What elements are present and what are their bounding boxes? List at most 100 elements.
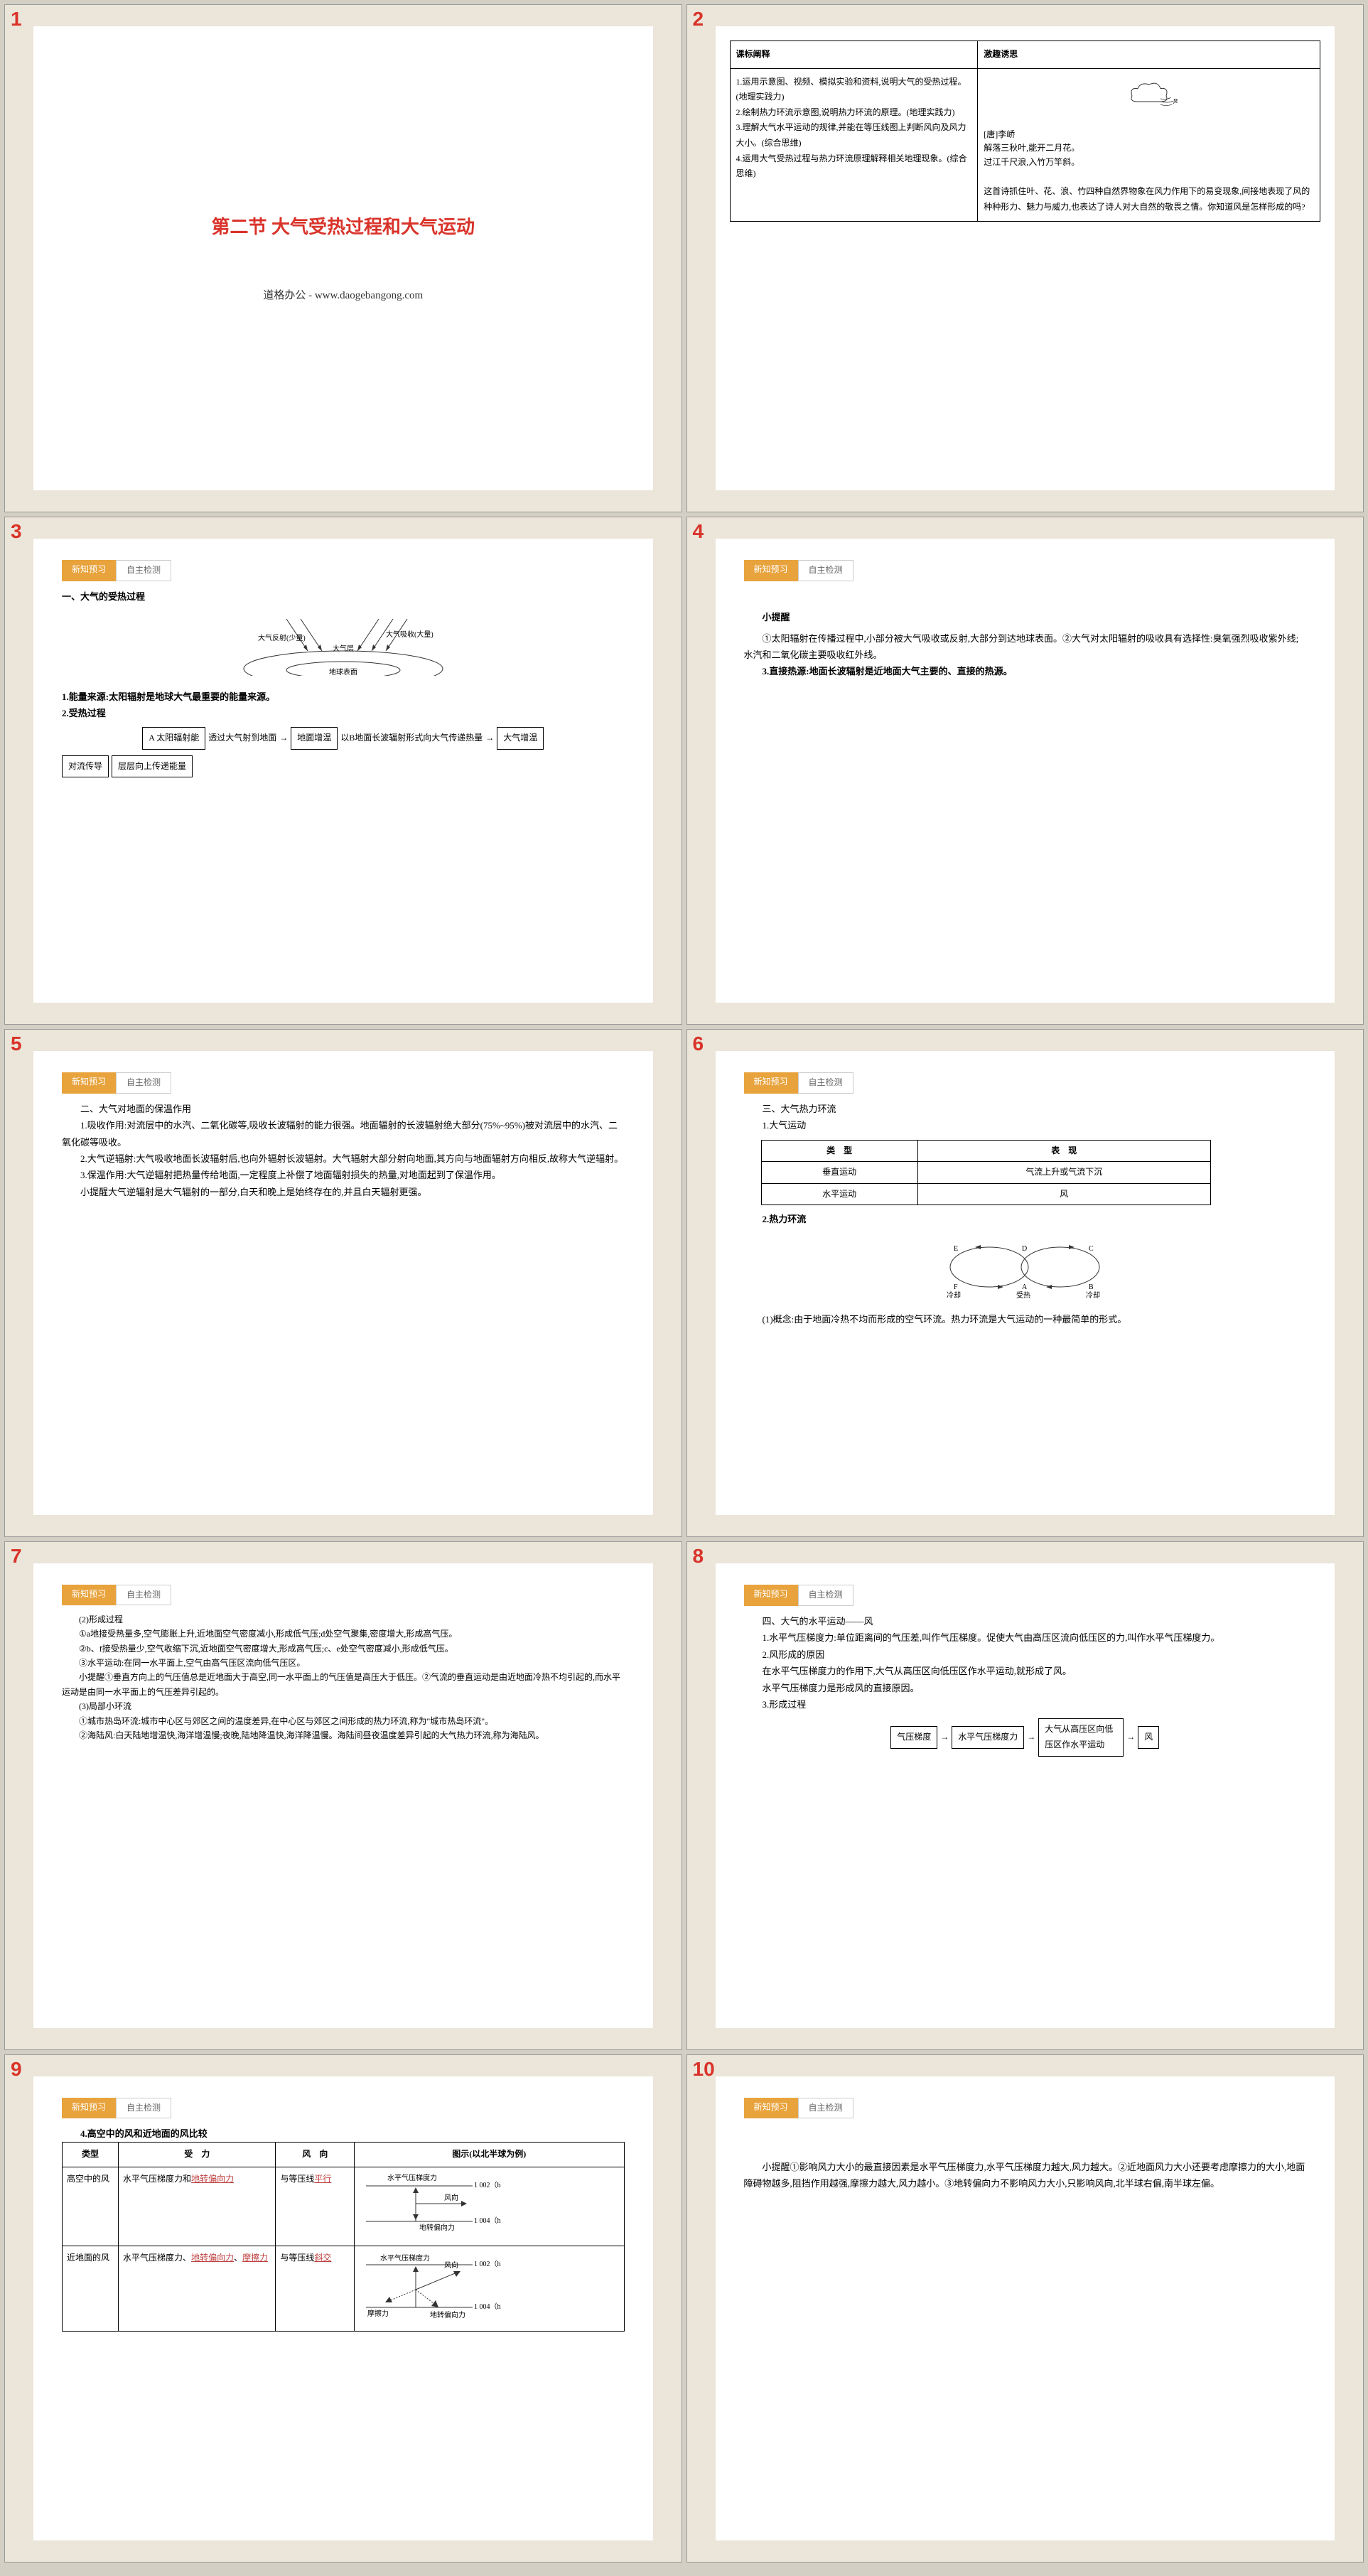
tab-selftest[interactable]: 自主检测 bbox=[116, 560, 171, 581]
arrow-icon: → bbox=[940, 1730, 949, 1745]
pressure-label: 1 004（hPa） bbox=[474, 2216, 501, 2225]
section-title: 一、大气的受热过程 bbox=[62, 588, 625, 605]
slide-number: 1 bbox=[11, 8, 22, 31]
tab-row: 新知预习 自主检测 bbox=[744, 560, 1307, 581]
tab-selftest[interactable]: 自主检测 bbox=[798, 2098, 853, 2119]
flow-node: 对流传导 bbox=[62, 755, 109, 778]
tip-content: ①太阳辐射在传播过程中,小部分被大气吸收或反射,大部分到达地球表面。②大气对太阳… bbox=[744, 630, 1307, 664]
section-title: 三、大气热力环流 bbox=[744, 1101, 1307, 1117]
tab-selftest[interactable]: 自主检测 bbox=[798, 560, 853, 581]
section-title: 四、大气的水平运动——风 bbox=[744, 1613, 1307, 1629]
flow-node: 大气增温 bbox=[497, 727, 544, 750]
tab-preview[interactable]: 新知预习 bbox=[62, 2098, 116, 2119]
tab-preview[interactable]: 新知预习 bbox=[62, 560, 116, 581]
force-label: 水平气压梯度力 bbox=[387, 2173, 437, 2182]
tab-selftest[interactable]: 自主检测 bbox=[116, 1585, 171, 1605]
sep: 、 bbox=[234, 2253, 242, 2263]
force-label: 水平气压梯度力 bbox=[380, 2253, 430, 2263]
slide-content: 新知预习 自主检测 三、大气热力环流 1.大气运动 类 型表 现 垂直运动气流上… bbox=[716, 1051, 1335, 1515]
tab-row: 新知预习 自主检测 bbox=[744, 1585, 1307, 1606]
tip-para: 小提醒①影响风力大小的最直接因素是水平气压梯度力,水平气压梯度力越大,风力越大。… bbox=[744, 2159, 1307, 2192]
force-underline: 摩擦力 bbox=[242, 2253, 268, 2263]
diag-label: 冷却 bbox=[1086, 1290, 1100, 1299]
poem-line: 过江千尺浪,入竹万竿斜。 bbox=[984, 156, 1314, 169]
sub-title: 2.热力环流 bbox=[744, 1211, 1307, 1227]
slide-number: 8 bbox=[693, 1545, 704, 1568]
sub-title: 2.风形成的原因 bbox=[744, 1647, 1307, 1663]
wind-label: 风向 bbox=[444, 2260, 458, 2270]
slide-7: 7 新知预习 自主检测 (2)形成过程 ①a地接受热量多,空气膨胀上升,近地面空… bbox=[4, 1541, 682, 2049]
slide-content: 新知预习 自主检测 一、大气的受热过程 大气反射(少量) 大气层 大气吸收(大量… bbox=[33, 539, 653, 1003]
diagram-svg: EDC FAB 冷却 受热 冷却 bbox=[932, 1235, 1117, 1299]
dir-text: 与等压线 bbox=[280, 2174, 314, 2184]
tab-preview[interactable]: 新知预习 bbox=[744, 2098, 798, 2119]
slide-number: 6 bbox=[693, 1033, 704, 1055]
dir-cell: 与等压线斜交 bbox=[276, 2246, 355, 2332]
cloud-icon: 风 bbox=[1121, 75, 1178, 117]
coriolis-label: 地转偏向力 bbox=[419, 2223, 455, 2232]
tab-selftest[interactable]: 自主检测 bbox=[798, 1585, 853, 1606]
tab-selftest[interactable]: 自主检测 bbox=[116, 1072, 171, 1094]
tab-preview[interactable]: 新知预习 bbox=[744, 1585, 798, 1606]
td: 气流上升或气流下沉 bbox=[917, 1162, 1210, 1184]
slide-5: 5 新知预习 自主检测 二、大气对地面的保温作用 1.吸收作用:对流层中的水汽、… bbox=[4, 1029, 682, 1537]
arrow-icon: → bbox=[279, 731, 288, 746]
dir-cell: 与等压线平行 bbox=[276, 2167, 355, 2246]
flow-node: 风 bbox=[1138, 1726, 1159, 1749]
diag-label: 大气反射(少量) bbox=[258, 633, 306, 642]
td: 风 bbox=[917, 1183, 1210, 1205]
arrow-icon: → bbox=[1027, 1730, 1035, 1745]
sub-title: (2)形成过程 bbox=[62, 1612, 625, 1627]
tab-preview[interactable]: 新知预习 bbox=[62, 1585, 116, 1605]
poem-line: 解落三秋叶,能开二月花。 bbox=[984, 141, 1314, 155]
direct-heat-source: 3.直接热源:地面长波辐射是近地面大气主要的、直接的热源。 bbox=[744, 663, 1307, 679]
slide-content: 课标阐释 激趣诱思 1.运用示意图、视频、模拟实验和资料,说明大气的受热过程。(… bbox=[716, 26, 1335, 490]
flow-node: 地面增温 bbox=[291, 727, 338, 750]
tab-selftest[interactable]: 自主检测 bbox=[798, 1072, 853, 1094]
slide-3: 3 新知预习 自主检测 一、大气的受热过程 大气反射(少量) 大气层 大气吸收(… bbox=[4, 517, 682, 1025]
sub-title: 3.形成过程 bbox=[744, 1696, 1307, 1713]
wind-compare-table: 类型 受 力 风 向 图示(以北半球为例) 高空中的风 水平气压梯度力和地转偏向… bbox=[62, 2142, 625, 2332]
tab-row: 新知预习 自主检测 bbox=[744, 2098, 1307, 2119]
svg-text:F: F bbox=[954, 1283, 958, 1291]
section-title: 二、大气对地面的保温作用 bbox=[62, 1101, 625, 1117]
diagram-cell: 1 002（hPa） 1 004（hPa） 水平气压梯度力 风向 摩擦力 地转偏… bbox=[355, 2246, 624, 2332]
th: 图示(以北半球为例) bbox=[355, 2143, 624, 2167]
slide-content: 新知预习 自主检测 二、大气对地面的保温作用 1.吸收作用:对流层中的水汽、二氧… bbox=[33, 1051, 653, 1515]
sub-title: (3)局部小环流 bbox=[62, 1699, 625, 1713]
flow-node: A 太阳辐射能 bbox=[142, 727, 205, 750]
standards-table: 课标阐释 激趣诱思 1.运用示意图、视频、模拟实验和资料,说明大气的受热过程。(… bbox=[730, 41, 1321, 222]
wind-label: 风 bbox=[1173, 98, 1177, 104]
dir-underline: 平行 bbox=[314, 2174, 331, 2184]
force-text: 水平气压梯度力和 bbox=[123, 2174, 191, 2184]
tab-preview[interactable]: 新知预习 bbox=[744, 560, 798, 581]
header-left: 课标阐释 bbox=[730, 41, 978, 69]
th: 风 向 bbox=[276, 2143, 355, 2167]
flow-2: 对流传导 层层向上传递能量 bbox=[62, 755, 625, 778]
flow-node: 气压梯度 bbox=[890, 1726, 937, 1749]
force-text: 水平气压梯度力、 bbox=[123, 2253, 191, 2263]
para-tip: 小提醒大气逆辐射是大气辐射的一部分,白天和晚上是始终存在的,并且白天辐射更强。 bbox=[62, 1184, 625, 1200]
flow-node: 大气从高压区向低压区作水平运动 bbox=[1038, 1718, 1124, 1756]
para: 1.水平气压梯度力:单位距离间的气压差,叫作气压梯度。促使大气由高压区流向低压区… bbox=[744, 1629, 1307, 1646]
flow-arrow-label: 透过大气射到地面 bbox=[208, 731, 276, 746]
header-right: 激趣诱思 bbox=[978, 41, 1320, 69]
pressure-label: 1 004（hPa） bbox=[474, 2302, 501, 2311]
flow-node: 层层向上传递能量 bbox=[112, 755, 193, 778]
tab-preview[interactable]: 新知预习 bbox=[62, 1072, 116, 1094]
para: 在水平气压梯度力的作用下,大气从高压区向低压区作水平运动,就形成了风。 bbox=[744, 1663, 1307, 1679]
dir-underline: 斜交 bbox=[314, 2253, 331, 2263]
slide-number: 10 bbox=[693, 2058, 715, 2081]
slide-number: 2 bbox=[693, 8, 704, 31]
para: ①城市热岛环流:城市中心区与郊区之间的温度差异,在中心区与郊区之间形成的热力环流… bbox=[62, 1714, 625, 1728]
diag-label: 冷却 bbox=[947, 1290, 961, 1299]
flow-1: A 太阳辐射能 透过大气射到地面→ 地面增温 以B地面长波辐射形式向大气传递热量… bbox=[62, 727, 625, 750]
tab-row: 新知预习 自主检测 bbox=[62, 1072, 625, 1094]
diag-label: 大气吸收(大量) bbox=[386, 630, 433, 639]
slide-grid: 1 第二节 大气受热过程和大气运动 道格办公 - www.daogebangon… bbox=[0, 0, 1368, 2567]
tab-preview[interactable]: 新知预习 bbox=[744, 1072, 798, 1094]
tab-row: 新知预习 自主检测 bbox=[744, 1072, 1307, 1094]
slide-number: 7 bbox=[11, 1545, 22, 1568]
slide-1: 1 第二节 大气受热过程和大气运动 道格办公 - www.daogebangon… bbox=[4, 4, 682, 512]
tab-selftest[interactable]: 自主检测 bbox=[116, 2098, 171, 2119]
